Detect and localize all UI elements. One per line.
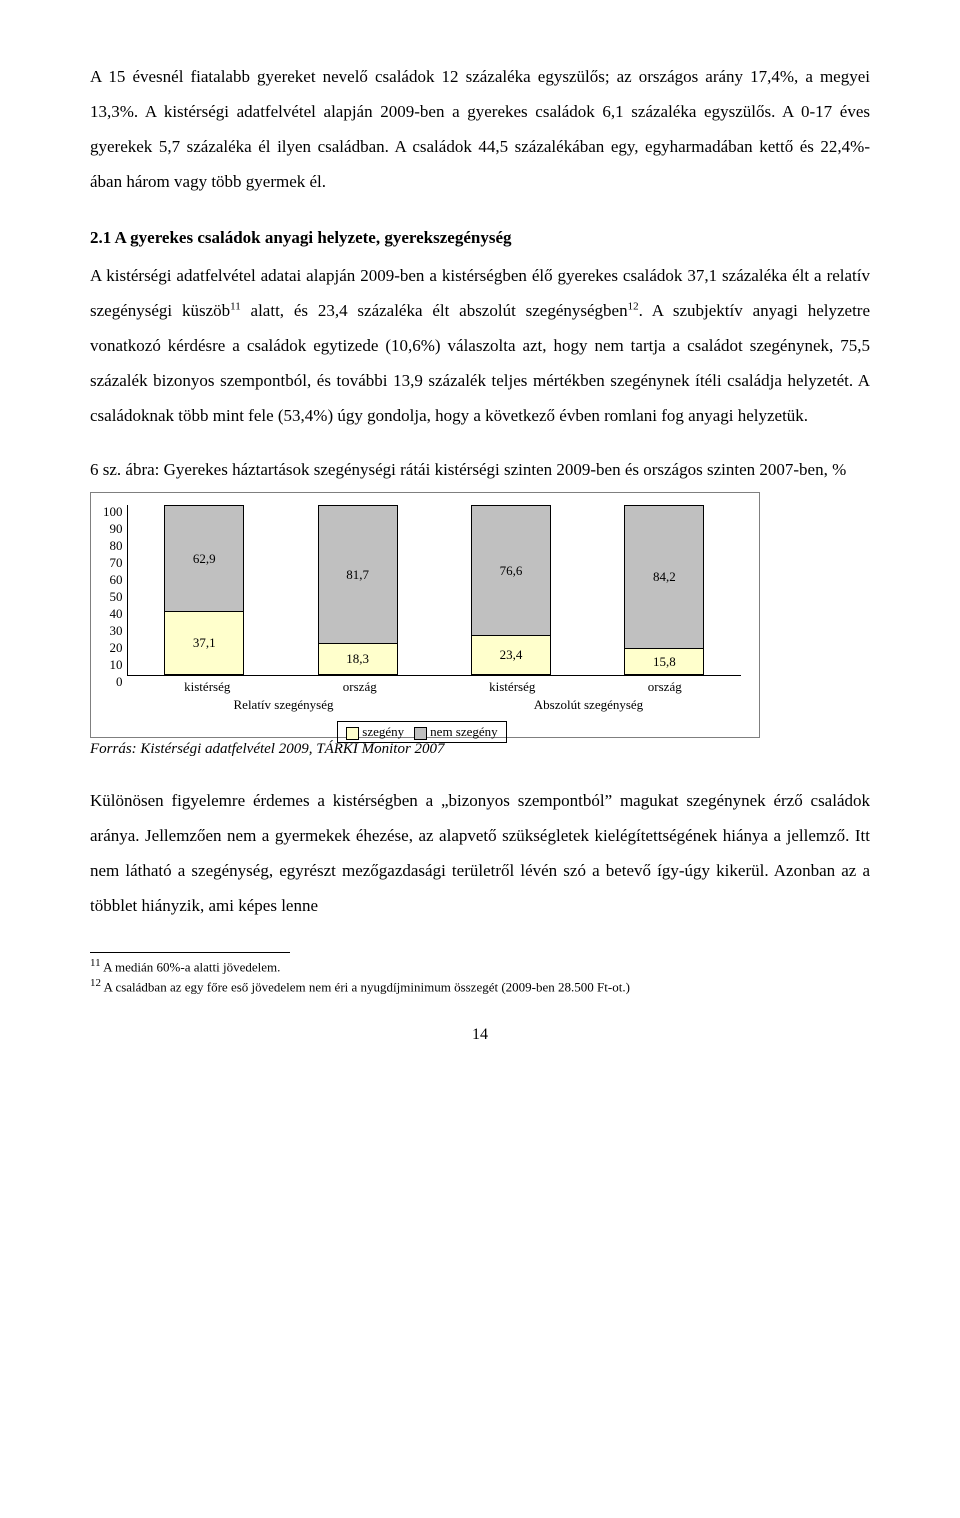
bar-segment-bottom: 37,1 (164, 612, 244, 675)
legend-item-top: nem szegény (414, 724, 498, 740)
page-number: 14 (90, 1026, 870, 1044)
footnote-num-12: 12 (90, 977, 101, 989)
x-label: ország (589, 679, 742, 695)
group-label: Abszolút szegénység (436, 697, 741, 713)
x-label: ország (284, 679, 437, 695)
bar-stack: 84,215,8 (624, 505, 704, 675)
footnote-12: 12 A családban az egy főre eső jövedelem… (90, 976, 870, 996)
y-axis: 1009080706050403020100 (103, 505, 127, 675)
page: A 15 évesnél fiatalabb gyereket nevelő c… (0, 0, 960, 1084)
legend-swatch-top (414, 727, 427, 740)
bar-segment-bottom: 23,4 (471, 636, 551, 676)
bar-segment-top: 76,6 (471, 505, 551, 635)
bar-stack: 76,623,4 (471, 505, 551, 675)
figure-caption: 6 sz. ábra: Gyerekes háztartások szegény… (90, 456, 870, 485)
legend-swatch-bottom (346, 727, 359, 740)
footnote-11: 11 A medián 60%-a alatti jövedelem. (90, 956, 870, 976)
footnote-ref-12: 12 (628, 301, 639, 313)
legend-item-bottom: szegény (346, 724, 404, 740)
paragraph-3: Különösen figyelemre érdemes a kistérség… (90, 784, 870, 923)
paragraph-2: A kistérségi adatfelvétel adatai alapján… (90, 259, 870, 433)
plot: 62,937,1 81,718,3 76,623,4 84,215,8 (127, 505, 742, 676)
bar-segment-top: 62,9 (164, 505, 244, 612)
paragraph-1: A 15 évesnél fiatalabb gyereket nevelő c… (90, 60, 870, 199)
footnote-separator (90, 952, 290, 953)
bar-segment-top: 84,2 (624, 505, 704, 648)
chart-plot-area: 1009080706050403020100 62,937,1 81,718,3 7… (103, 505, 741, 675)
para2-b: alatt, és 23,4 százaléka élt abszolút sz… (241, 301, 628, 320)
legend-label-top: nem szegény (430, 724, 498, 739)
figure-source: Forrás: Kistérségi adatfelvétel 2009, TÁ… (90, 741, 870, 758)
bar-stack: 81,718,3 (318, 505, 398, 675)
bar-column: 62,937,1 (128, 505, 281, 675)
footnote-text-11: A medián 60%-a alatti jövedelem. (101, 959, 281, 974)
bar-column: 76,623,4 (434, 505, 587, 675)
x-axis-labels: kistérségországkistérségország (131, 679, 741, 695)
group-labels: Relatív szegénységAbszolút szegénység (131, 697, 741, 713)
x-label: kistérség (436, 679, 589, 695)
chart-container: 1009080706050403020100 62,937,1 81,718,3 7… (90, 492, 760, 738)
x-label: kistérség (131, 679, 284, 695)
footnote-ref-11: 11 (230, 301, 241, 313)
section-heading: 2.1 A gyerekes családok anyagi helyzete,… (90, 221, 870, 255)
bar-segment-bottom: 18,3 (318, 644, 398, 675)
bar-stack: 62,937,1 (164, 505, 244, 675)
bar-column: 84,215,8 (588, 505, 741, 675)
footnote-num-11: 11 (90, 957, 101, 969)
legend-label-bottom: szegény (362, 724, 404, 739)
bar-segment-top: 81,7 (318, 505, 398, 644)
bar-segment-bottom: 15,8 (624, 649, 704, 676)
bar-column: 81,718,3 (281, 505, 434, 675)
group-label: Relatív szegénység (131, 697, 436, 713)
footnote-text-12: A családban az egy főre eső jövedelem ne… (101, 979, 630, 994)
